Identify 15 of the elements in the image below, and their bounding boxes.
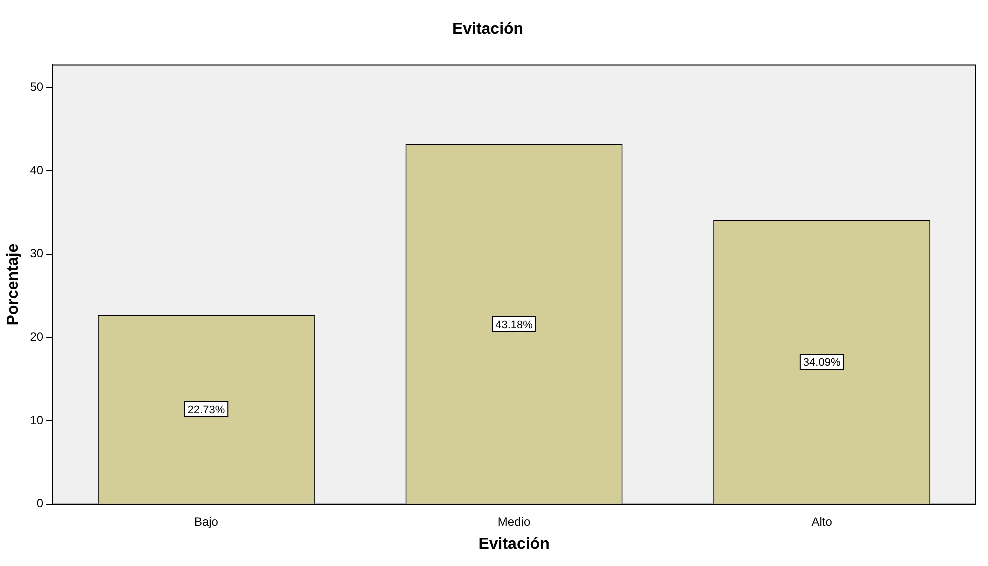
data-label: 43.18% bbox=[496, 319, 534, 332]
x-tick-label: Medio bbox=[498, 514, 531, 529]
y-tick-label: 20 bbox=[30, 330, 44, 344]
y-axis-title: Porcentaje bbox=[5, 244, 22, 326]
y-tick-label: 0 bbox=[36, 496, 44, 511]
data-label: 22.73% bbox=[188, 404, 226, 416]
y-tick-label: 40 bbox=[30, 163, 44, 178]
data-label: 34.09% bbox=[803, 357, 841, 370]
y-tick-label: 10 bbox=[30, 413, 44, 428]
y-tick-label: 30 bbox=[30, 246, 44, 261]
chart-title: Evitación bbox=[452, 21, 524, 38]
x-tick-label: Bajo bbox=[194, 514, 219, 529]
x-tick-label: Alto bbox=[812, 514, 833, 529]
y-tick-label: 50 bbox=[30, 80, 44, 94]
x-axis-title: Evitación bbox=[478, 536, 550, 553]
